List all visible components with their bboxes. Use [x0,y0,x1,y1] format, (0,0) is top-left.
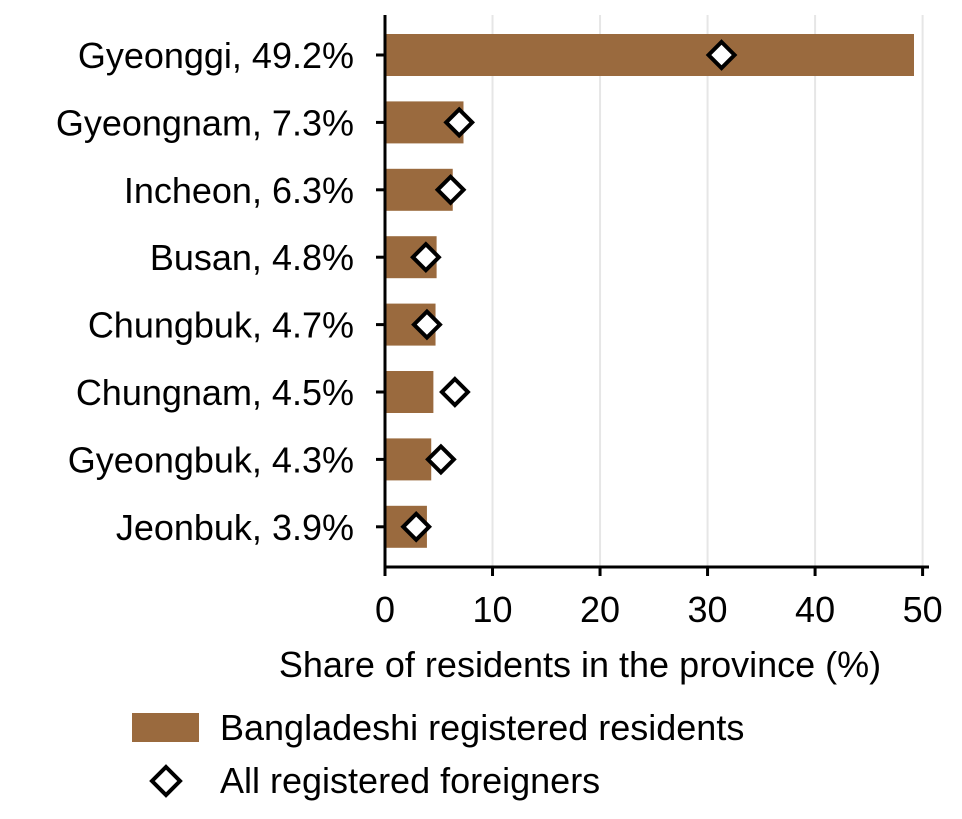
diamond-marker [439,376,471,408]
diamond-marker [400,510,433,543]
x-tick-label: 20 [580,589,620,630]
bar [385,34,914,76]
diamond-marker [425,443,457,476]
category-label: Chungbuk, 4.7% [88,305,354,346]
x-axis-title: Share of residents in the province (%) [279,644,881,685]
category-label: Gyeongbuk, 4.3% [68,439,354,480]
category-label: Gyeonggi, 49.2% [78,35,354,76]
category-label: Busan, 4.8% [150,237,354,278]
bar [385,371,434,413]
markers [400,39,738,543]
diamond-marker [410,241,442,274]
bars [385,34,914,548]
category-label: Chungnam, 4.5% [76,372,354,413]
legend-label-diamond: All registered foreigners [220,760,600,801]
category-label: Gyeongnam, 7.3% [56,102,354,143]
diamond-marker [434,173,467,206]
x-tick-label: 10 [472,589,512,630]
diamond-marker [705,39,738,71]
x-tick-label: 50 [903,589,943,630]
gridlines [491,15,924,567]
legend-label-bar: Bangladeshi registered residents [220,707,744,748]
legend-swatch-diamond [149,764,183,798]
axes [376,15,929,576]
x-tick-label: 40 [795,589,835,630]
bar [385,438,432,481]
diamond-marker [411,308,443,341]
category-labels: Gyeonggi, 49.2% Gyeongnam, 7.3% Incheon, 6… [56,35,354,548]
diamond-marker [443,106,476,139]
x-tick-labels: 0 10 20 30 40 50 [375,589,943,630]
x-tick-label: 30 [688,589,728,630]
category-label: Jeonbuk, 3.9% [116,507,354,548]
legend-swatch-bar [132,713,199,742]
x-tick-label: 0 [375,589,395,630]
legend: Bangladeshi registered residents All reg… [132,707,744,801]
category-label: Incheon, 6.3% [124,170,354,211]
